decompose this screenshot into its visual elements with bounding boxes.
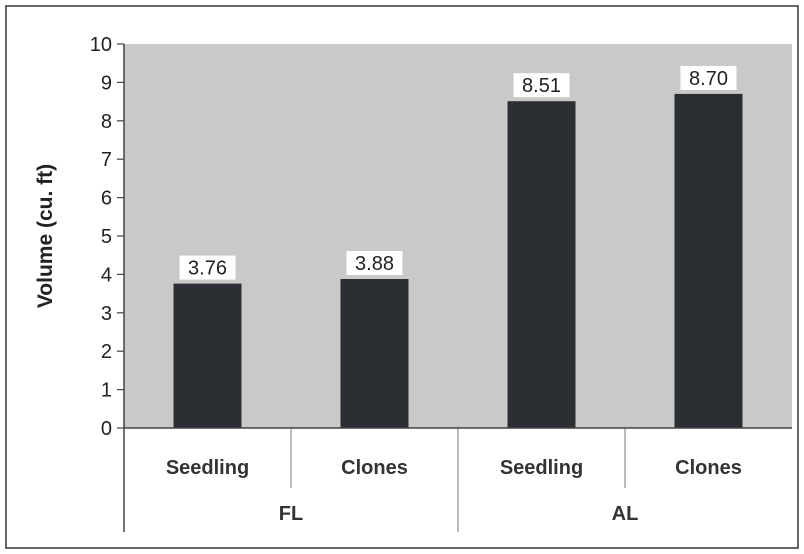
data-label-background bbox=[513, 73, 570, 98]
data-label: 3.76 bbox=[188, 258, 227, 280]
y-tick-label: 10 bbox=[90, 34, 112, 56]
y-tick-label: 4 bbox=[101, 264, 112, 286]
y-tick-label: 6 bbox=[101, 188, 112, 210]
y-axis-label: Volume (cu. ft) bbox=[34, 164, 57, 308]
bar bbox=[173, 283, 242, 428]
x-category-label: Clones bbox=[341, 457, 408, 479]
y-tick-label: 3 bbox=[101, 303, 112, 325]
y-tick-label: 0 bbox=[101, 418, 112, 440]
bars bbox=[173, 93, 743, 429]
data-label-background bbox=[346, 251, 403, 276]
y-tick-label: 7 bbox=[101, 149, 112, 171]
x-group-label: FL bbox=[279, 503, 303, 525]
x-axis-categories: Seedling Clones Seedling Clones FL AL bbox=[166, 428, 742, 532]
data-label: 3.88 bbox=[355, 253, 394, 275]
y-tick-label: 8 bbox=[101, 111, 112, 133]
data-label: 8.70 bbox=[689, 68, 728, 90]
y-tick-label: 1 bbox=[101, 380, 112, 402]
bar bbox=[674, 93, 743, 429]
x-category-label: Clones bbox=[675, 457, 742, 479]
data-labels: 3.76 3.88 8.51 8.70 bbox=[179, 65, 737, 280]
x-category-label: Seedling bbox=[500, 457, 583, 479]
y-tick-label: 2 bbox=[101, 341, 112, 363]
data-label: 8.51 bbox=[522, 75, 561, 97]
x-category-label: Seedling bbox=[166, 457, 249, 479]
y-tick-label: 5 bbox=[101, 226, 112, 248]
y-tick-label: 9 bbox=[101, 72, 112, 94]
bar bbox=[507, 101, 576, 428]
data-label-background bbox=[179, 255, 236, 280]
x-group-label: AL bbox=[612, 503, 639, 525]
bar bbox=[340, 279, 409, 428]
data-label-background bbox=[680, 65, 737, 90]
y-axis-ticks: 0 1 2 3 4 5 6 7 8 9 10 bbox=[90, 34, 124, 440]
